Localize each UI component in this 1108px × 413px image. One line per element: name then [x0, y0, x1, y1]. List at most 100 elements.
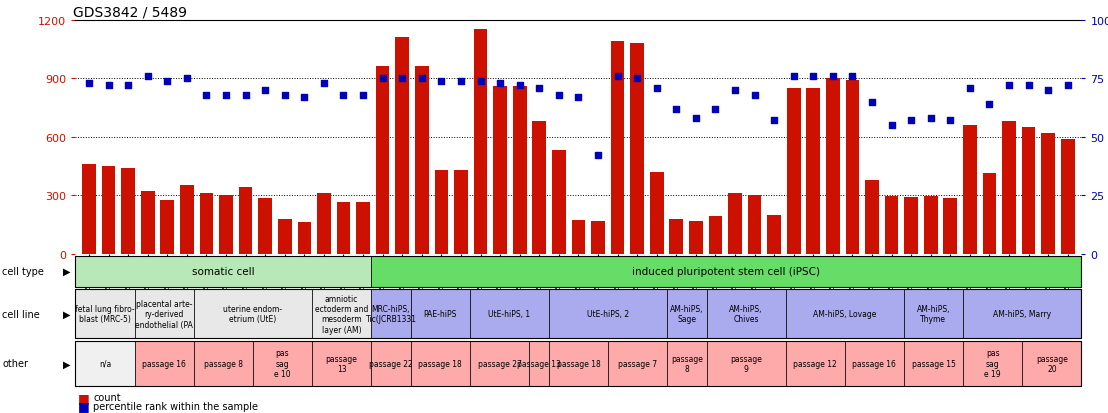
Bar	[728, 194, 742, 254]
Bar	[611, 42, 625, 254]
Bar	[630, 44, 644, 254]
Bar	[414, 67, 429, 254]
Point	[550, 92, 567, 99]
Text: uterine endom-
etrium (UtE): uterine endom- etrium (UtE)	[224, 304, 283, 323]
Point	[648, 85, 666, 92]
Point	[296, 94, 314, 101]
Point	[1059, 83, 1077, 89]
Bar	[513, 87, 526, 254]
Bar	[904, 197, 917, 254]
Point	[373, 76, 391, 82]
Bar	[767, 215, 781, 254]
Point	[276, 92, 294, 99]
Point	[491, 81, 509, 87]
Bar	[1060, 139, 1075, 254]
Bar	[983, 173, 996, 254]
Bar	[82, 164, 96, 254]
Point	[531, 85, 548, 92]
Point	[80, 81, 98, 87]
Text: passage 15: passage 15	[912, 359, 955, 368]
Point	[707, 106, 725, 113]
Bar	[572, 221, 585, 254]
Bar	[181, 186, 194, 254]
Point	[766, 118, 783, 124]
Bar	[825, 79, 840, 254]
Text: passage
13: passage 13	[326, 354, 358, 373]
Point	[138, 74, 156, 80]
Text: somatic cell: somatic cell	[192, 266, 255, 277]
Text: passage
9: passage 9	[730, 354, 762, 373]
Bar	[337, 202, 350, 254]
Bar	[787, 89, 801, 254]
Point	[883, 122, 901, 129]
Point	[746, 92, 763, 99]
Text: percentile rank within the sample: percentile rank within the sample	[93, 401, 258, 411]
Text: passage 13: passage 13	[517, 359, 561, 368]
Bar	[669, 220, 684, 254]
Bar	[552, 151, 566, 254]
Text: UtE-hiPS, 1: UtE-hiPS, 1	[489, 309, 531, 318]
Text: passage 7: passage 7	[618, 359, 657, 368]
Point	[511, 83, 529, 89]
Text: passage
20: passage 20	[1036, 354, 1068, 373]
Bar	[219, 196, 233, 254]
Point	[217, 92, 235, 99]
Point	[1019, 83, 1037, 89]
Bar	[884, 197, 899, 254]
Bar	[141, 192, 155, 254]
Point	[863, 99, 881, 106]
Bar	[317, 194, 331, 254]
Text: ▶: ▶	[63, 266, 71, 277]
Bar	[865, 180, 879, 254]
Point	[804, 74, 822, 80]
Text: AM-hiPS,
Sage: AM-hiPS, Sage	[670, 304, 704, 323]
Bar	[943, 199, 957, 254]
Text: placental arte-
ry-derived
endothelial (PA: placental arte- ry-derived endothelial (…	[135, 299, 193, 329]
Bar	[1002, 122, 1016, 254]
Bar	[199, 194, 214, 254]
Point	[608, 74, 626, 80]
Text: cell line: cell line	[2, 309, 40, 319]
Text: n/a: n/a	[99, 359, 111, 368]
Point	[961, 85, 978, 92]
Point	[335, 92, 352, 99]
Bar	[376, 67, 390, 254]
Text: passage 8: passage 8	[204, 359, 243, 368]
Text: ▶: ▶	[63, 358, 71, 368]
Text: pas
sag
e 19: pas sag e 19	[984, 349, 1001, 378]
Text: passage 18: passage 18	[556, 359, 601, 368]
Point	[570, 94, 587, 101]
Text: fetal lung fibro-
blast (MRC-5): fetal lung fibro- blast (MRC-5)	[75, 304, 135, 323]
Text: GDS3842 / 5489: GDS3842 / 5489	[73, 5, 187, 19]
Bar	[356, 202, 370, 254]
Point	[981, 101, 998, 108]
Point	[589, 153, 607, 159]
Text: AM-hiPS, Lovage: AM-hiPS, Lovage	[813, 309, 876, 318]
Bar	[591, 222, 605, 254]
Bar	[845, 81, 859, 254]
Bar	[1022, 128, 1035, 254]
Bar	[122, 169, 135, 254]
Text: induced pluripotent stem cell (iPSC): induced pluripotent stem cell (iPSC)	[633, 266, 820, 277]
Bar	[434, 171, 449, 254]
Text: amniotic
ectoderm and
mesoderm
layer (AM): amniotic ectoderm and mesoderm layer (AM…	[315, 294, 368, 334]
Bar	[161, 201, 174, 254]
Bar	[278, 220, 291, 254]
Point	[687, 115, 705, 122]
Point	[237, 92, 255, 99]
Point	[178, 76, 196, 82]
Bar	[689, 222, 702, 254]
Point	[393, 76, 411, 82]
Bar	[473, 31, 488, 254]
Text: UtE-hiPS, 2: UtE-hiPS, 2	[587, 309, 629, 318]
Point	[158, 78, 176, 85]
Text: passage 16: passage 16	[142, 359, 186, 368]
Text: passage 18: passage 18	[419, 359, 462, 368]
Point	[120, 83, 137, 89]
Point	[843, 74, 861, 80]
Point	[667, 106, 685, 113]
Point	[452, 78, 470, 85]
Point	[726, 88, 743, 94]
Text: ■: ■	[78, 391, 90, 404]
Text: MRC-hiPS,
Tic(JCRB1331: MRC-hiPS, Tic(JCRB1331	[366, 304, 417, 323]
